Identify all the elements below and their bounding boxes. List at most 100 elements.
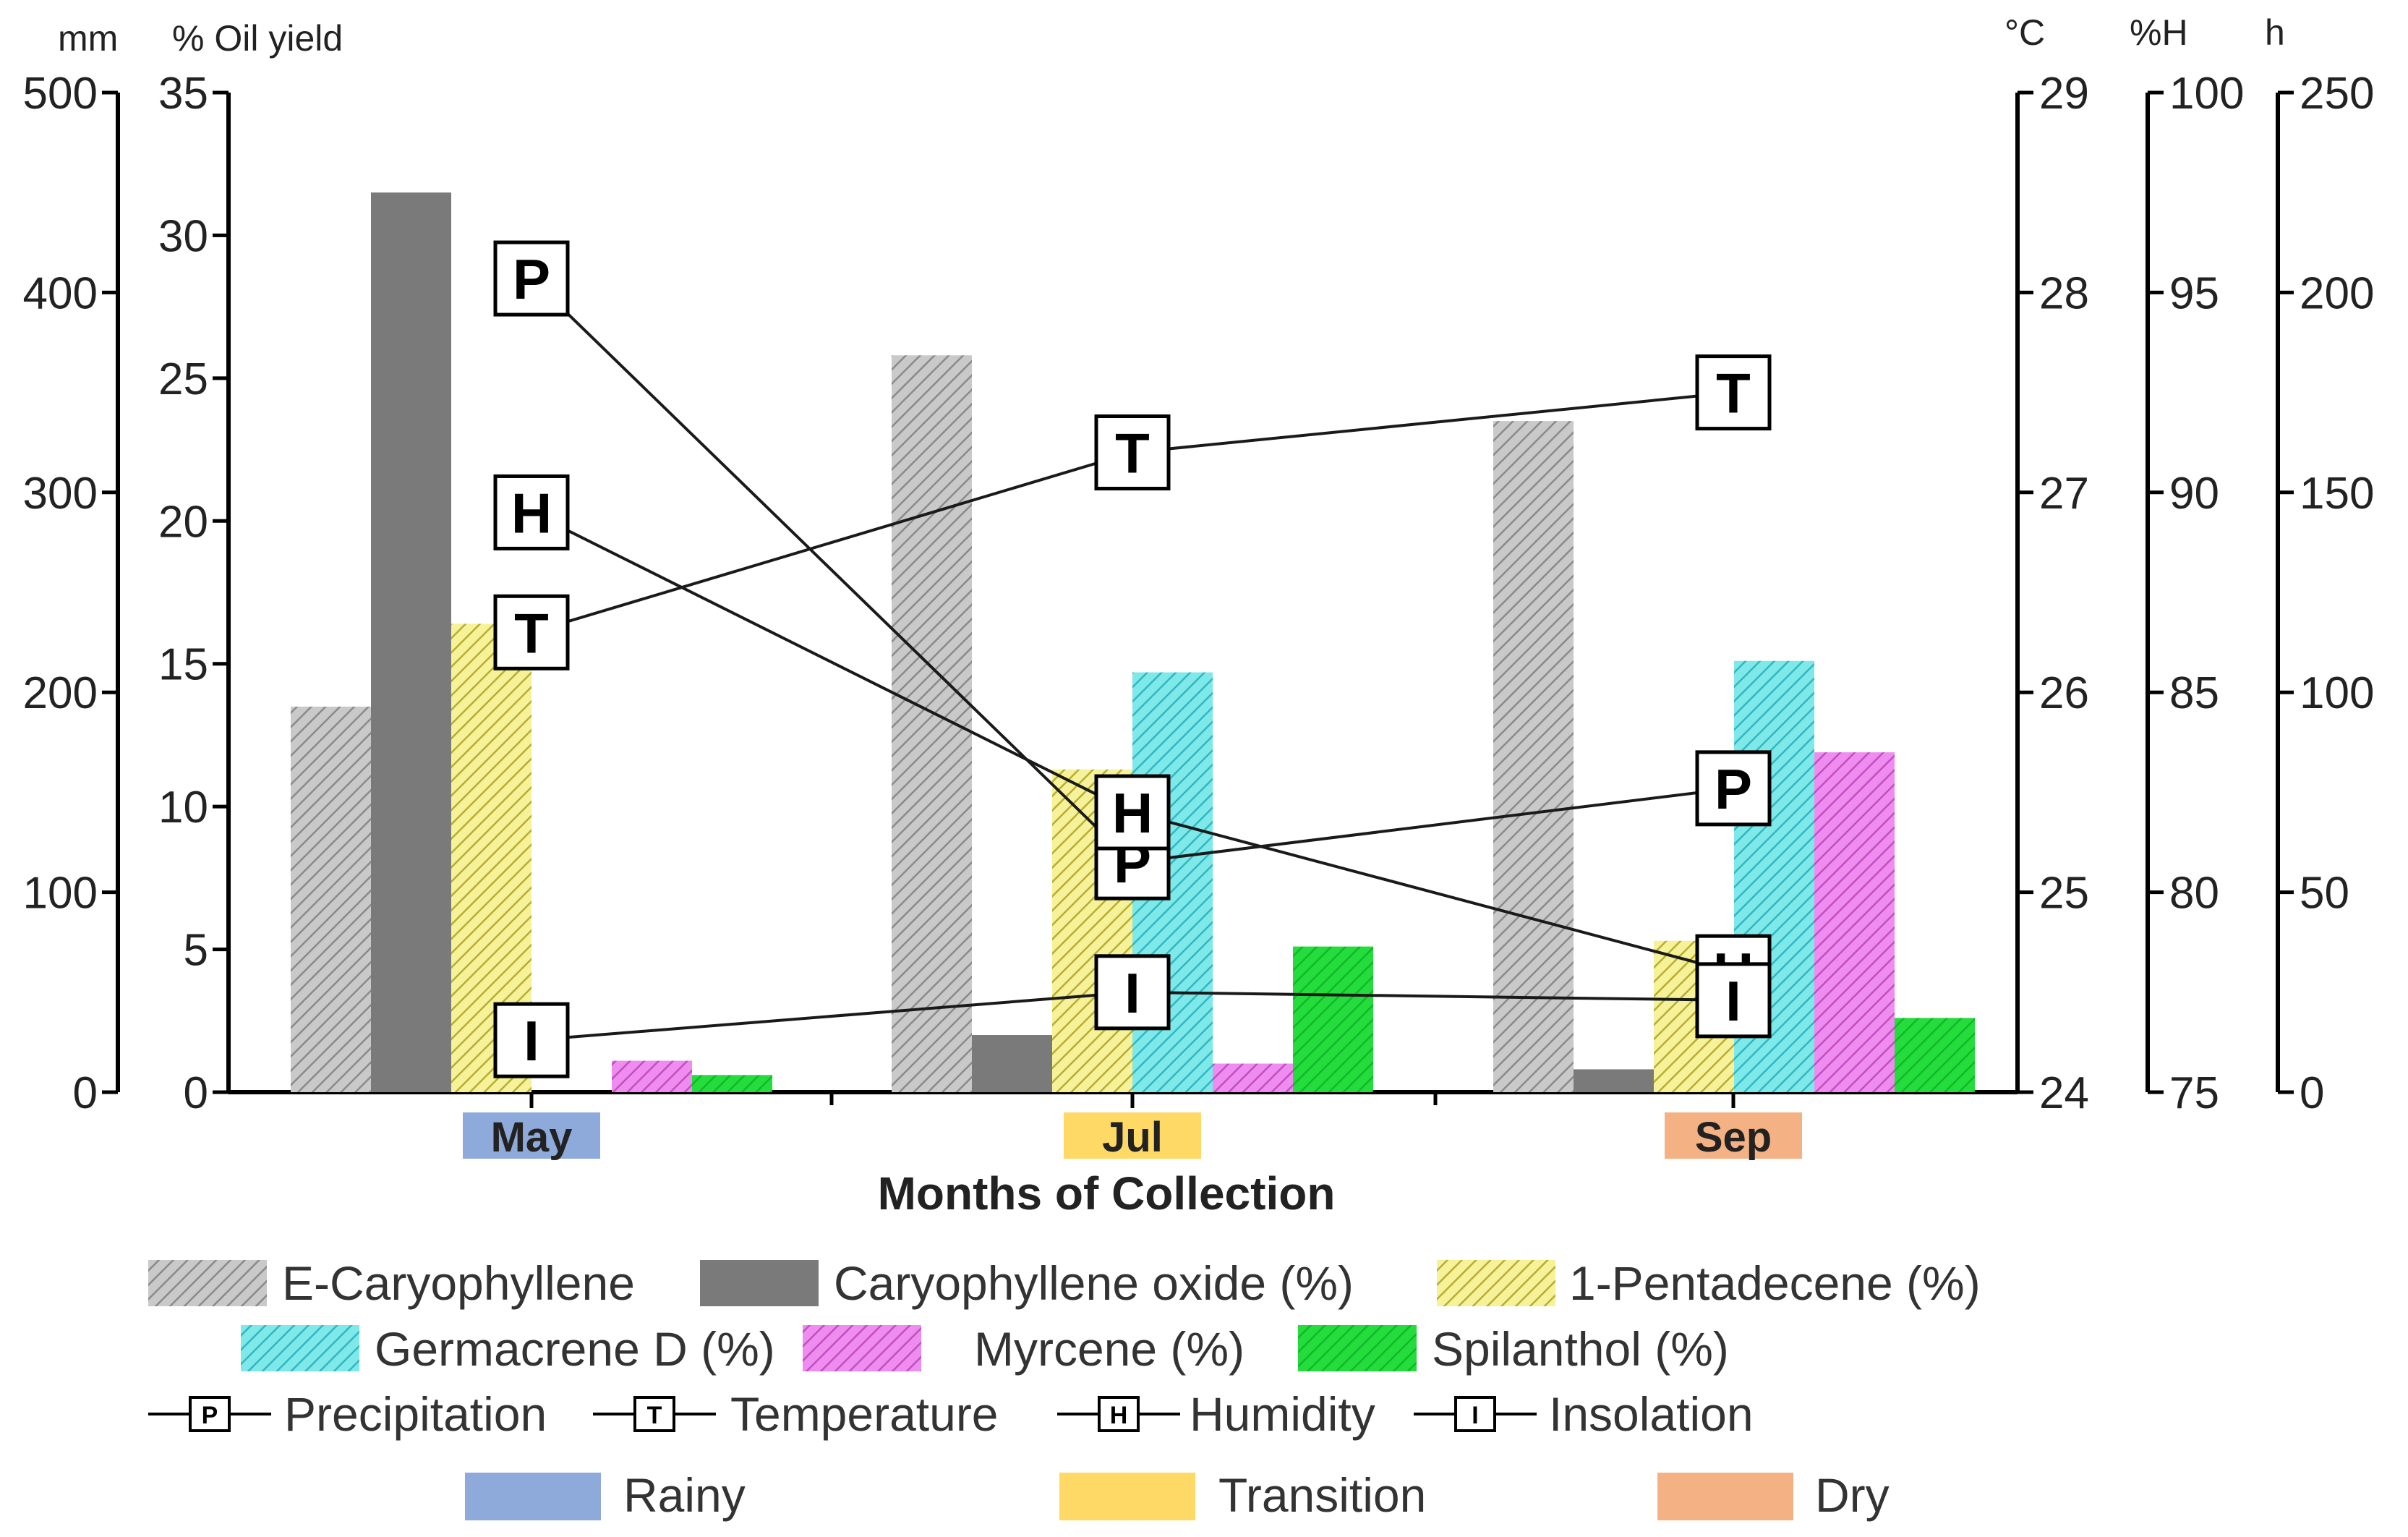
tick-label-oil-5: 25: [158, 354, 208, 404]
precipitation-marker-icon: [189, 1396, 231, 1432]
marker-humidity-may: [493, 474, 570, 550]
marker-insolation-jul: [1094, 954, 1171, 1031]
axis-ticks: 0100200300400500051015202530352425262728…: [23, 69, 2375, 1118]
season-box-jul: [1064, 1112, 1201, 1159]
legend-swatch-caryophyllene-oxide: [700, 1260, 819, 1306]
tick-label-oil-7: 35: [158, 69, 208, 119]
legend-swatch-spilanthol: [1298, 1325, 1417, 1371]
legend-label-myrcene: Myrcene (%): [974, 1322, 1244, 1376]
marker-label-insolation-sep: I: [1725, 969, 1741, 1033]
tick-label-ins-1: 50: [2300, 869, 2349, 919]
tick-label-mm-0: 0: [73, 1068, 98, 1118]
tick-label-hum-4: 95: [2169, 268, 2219, 318]
bar-spilanthol-sep: [1895, 1018, 1975, 1092]
marker-label-humidity-jul: H: [1112, 781, 1153, 845]
tick-label-mm-3: 300: [23, 469, 98, 519]
legend-label-caryophyllene-oxide: Caryophyllene oxide (%): [834, 1256, 1354, 1310]
humidity-marker-icon: [1098, 1396, 1140, 1432]
bar-caryophyllene-oxide-may: [371, 192, 451, 1093]
marker-label-insolation-may: I: [524, 1009, 539, 1073]
x-label-may: May: [491, 1114, 573, 1161]
climate-lines: PPPTTTHHHIII: [493, 240, 1772, 1078]
bar-myrcene-may: [612, 1060, 692, 1092]
bar-caryophyllene-oxide-jul: [972, 1035, 1052, 1092]
legend-label-precipitation: Precipitation: [284, 1387, 547, 1441]
bar-myrcene-jul: [1213, 1063, 1293, 1092]
legend-label-humidity: Humidity: [1190, 1387, 1375, 1441]
legend-label-spilanthol: Spilanthol (%): [1432, 1322, 1729, 1376]
temperature-marker-icon: [633, 1396, 675, 1432]
x-axis-title: Months of Collection: [878, 1167, 1336, 1219]
marker-humidity-jul: [1094, 774, 1171, 851]
legend-swatch-myrcene: [803, 1325, 921, 1371]
bar-spilanthol-may: [692, 1075, 772, 1092]
tick-label-ins-5: 250: [2300, 69, 2374, 119]
tick-label-hum-1: 80: [2169, 869, 2219, 919]
tick-label-mm-1: 100: [23, 869, 98, 919]
marker-label-temperature-sep: T: [1716, 362, 1751, 425]
legend-swatch-e-caryophyllene: [148, 1260, 267, 1306]
marker-label-precipitation-sep: P: [1715, 757, 1752, 821]
legend-label-e-caryophyllene: E-Caryophyllene: [282, 1256, 635, 1310]
bar-caryophyllene-oxide-sep: [1574, 1069, 1654, 1092]
legend-label-dry: Dry: [1815, 1468, 1890, 1522]
marker-insolation-may: [493, 1002, 570, 1078]
tick-label-oil-0: 0: [184, 1068, 208, 1118]
legend-label-1-pentadecene: 1-Pentadecene (%): [1569, 1256, 1981, 1310]
legend-marker-t: T: [647, 1402, 662, 1429]
tick-label-oil-3: 15: [158, 640, 208, 690]
marker-insolation-sep: [1695, 962, 1772, 1039]
tick-label-temp-3: 27: [2039, 469, 2089, 519]
tick-label-hum-5: 100: [2169, 69, 2244, 119]
tick-label-hum-3: 90: [2169, 469, 2219, 519]
tick-label-temp-0: 24: [2039, 1068, 2089, 1118]
axis-hum-unit: %H: [2130, 12, 2188, 53]
axis-mm-unit: mm: [58, 18, 118, 59]
tick-label-ins-3: 150: [2300, 469, 2374, 519]
bar-myrcene-sep: [1814, 752, 1895, 1092]
legend-label-transition: Transition: [1218, 1468, 1426, 1522]
tick-label-hum-2: 85: [2169, 668, 2219, 718]
legend-line-precipitation: P: [148, 1396, 271, 1432]
tick-label-ins-0: 0: [2300, 1068, 2324, 1118]
legend-marker-p: P: [202, 1402, 218, 1429]
legend-marker-i: I: [1472, 1402, 1478, 1429]
insolation-marker-icon: [1454, 1396, 1496, 1432]
tick-label-hum-0: 75: [2169, 1068, 2219, 1118]
tick-label-temp-5: 29: [2039, 69, 2089, 119]
marker-label-temperature-jul: T: [1115, 422, 1150, 485]
x-categories: May Jul Sep: [463, 1092, 1802, 1161]
tick-label-temp-2: 26: [2039, 668, 2089, 718]
legend-label-rainy: Rainy: [623, 1468, 746, 1522]
marker-label-precipitation-may: P: [513, 247, 550, 311]
legend: E-Caryophyllene Caryophyllene oxide (%) …: [148, 1256, 1981, 1522]
tick-label-oil-4: 20: [158, 497, 208, 547]
legend-line-humidity: H: [1057, 1396, 1180, 1432]
x-label-sep: Sep: [1695, 1114, 1772, 1161]
marker-label-insolation-jul: I: [1124, 961, 1140, 1025]
tick-label-mm-2: 200: [23, 668, 98, 718]
legend-line-temperature: T: [593, 1396, 716, 1432]
legend-label-germacrene-d: Germacrene D (%): [375, 1322, 775, 1376]
tick-label-oil-6: 30: [158, 211, 208, 261]
marker-temperature-jul: [1094, 414, 1171, 491]
tick-label-ins-4: 200: [2300, 268, 2374, 318]
legend-swatch-1-pentadecene: [1437, 1260, 1555, 1306]
legend-line-insolation: I: [1414, 1396, 1537, 1432]
legend-swatch-germacrene-d: [241, 1325, 359, 1371]
tick-label-mm-4: 400: [23, 268, 98, 318]
bar-e-caryophyllene-sep: [1493, 421, 1574, 1092]
legend-label-temperature: Temperature: [730, 1387, 999, 1441]
marker-precipitation-may: [493, 240, 570, 317]
season-box-sep: [1665, 1112, 1802, 1159]
tick-label-temp-1: 25: [2039, 869, 2089, 919]
marker-temperature-may: [493, 594, 570, 670]
tick-label-ins-2: 100: [2300, 668, 2374, 718]
axis-ins-unit: h: [2265, 12, 2285, 53]
legend-swatch-rainy: [465, 1473, 601, 1520]
legend-swatch-transition: [1059, 1473, 1195, 1520]
bar-e-caryophyllene-jul: [892, 355, 972, 1093]
legend-label-insolation: Insolation: [1549, 1387, 1754, 1441]
bar-e-caryophyllene-may: [291, 706, 371, 1092]
marker-label-temperature-may: T: [514, 601, 549, 665]
